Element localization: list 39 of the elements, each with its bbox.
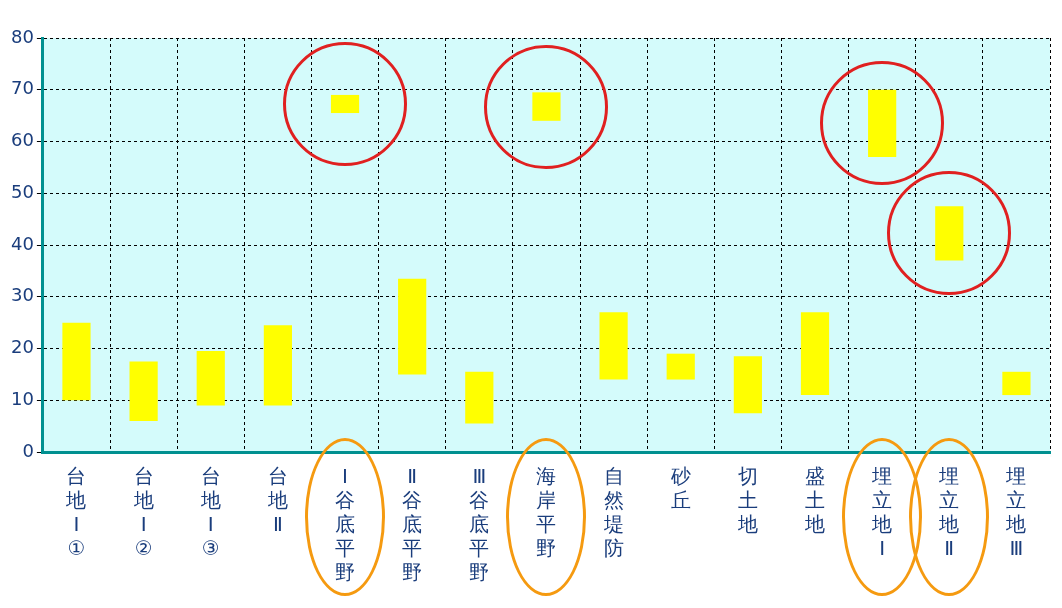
- x-tick-label: Ⅰ谷底平野: [335, 464, 356, 585]
- bar: [532, 92, 561, 121]
- y-tick-label: 10: [11, 387, 34, 409]
- x-tick-label: 埋立地Ⅲ: [1005, 464, 1027, 561]
- bar: [465, 371, 494, 424]
- bar: [800, 312, 830, 396]
- bar: [1002, 371, 1031, 396]
- y-tick-label: 0: [22, 439, 34, 461]
- x-tick-label: 自然堤防: [602, 464, 624, 561]
- bar: [62, 322, 91, 401]
- bar: [935, 206, 964, 261]
- x-tick-label: 台地Ⅱ: [266, 464, 288, 537]
- x-tick-label: 海岸平野: [536, 464, 557, 561]
- y-tick-label: 50: [11, 180, 34, 202]
- x-tick-label: 台地Ⅰ②: [132, 464, 154, 561]
- x-tick-label: 台地Ⅰ①: [65, 464, 87, 561]
- bar: [599, 312, 628, 380]
- y-tick-label: 40: [11, 232, 34, 254]
- y-tick-label: 70: [11, 77, 34, 99]
- y-tick-label: 80: [11, 25, 34, 47]
- x-tick-label: 盛土地: [804, 464, 826, 537]
- x-tick-label: 台地Ⅰ③: [199, 464, 221, 561]
- x-tick-label: Ⅲ谷底平野: [469, 464, 490, 585]
- bar: [868, 89, 897, 158]
- bar: [196, 351, 225, 406]
- bar: [666, 353, 695, 380]
- x-tick-label: 埋立地Ⅰ: [871, 464, 893, 561]
- bar: [398, 278, 427, 375]
- bar: [263, 325, 292, 406]
- x-tick-label: 砂丘: [669, 464, 691, 513]
- y-tick-label: 30: [11, 284, 34, 306]
- bar: [330, 94, 360, 114]
- x-tick-label: 切土地: [736, 464, 758, 537]
- bar: [129, 361, 158, 421]
- x-tick-label: Ⅱ谷底平野: [402, 464, 423, 585]
- y-tick-label: 20: [11, 336, 34, 358]
- bar: [733, 356, 762, 414]
- y-tick-label: 60: [11, 129, 34, 151]
- x-tick-label: 埋立地Ⅱ: [938, 464, 960, 561]
